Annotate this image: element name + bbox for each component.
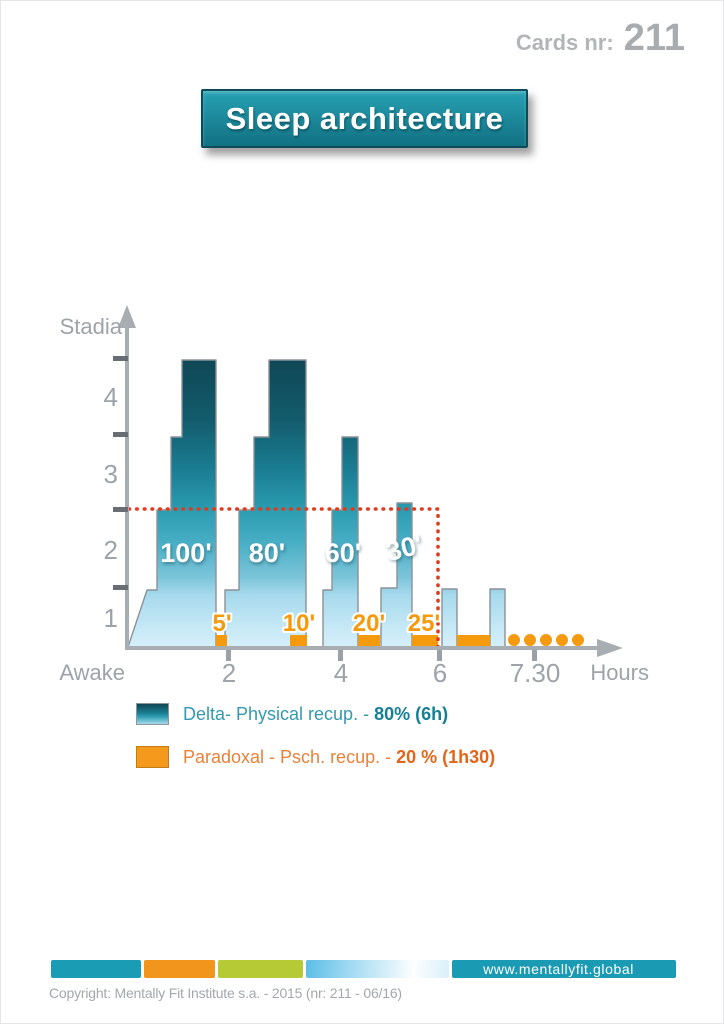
threshold-dotted-line	[127, 507, 440, 652]
delta-cycles	[127, 359, 506, 648]
x-tick-4: 4	[334, 658, 348, 688]
card-number: 211	[623, 17, 685, 59]
y-tick-1: 1	[104, 603, 118, 633]
x-axis-arrow	[597, 639, 623, 657]
paradoxal-3	[358, 635, 380, 647]
paradoxal-5	[457, 635, 490, 647]
page-title: Sleep architecture	[225, 100, 504, 136]
paradoxal-4	[412, 635, 438, 647]
sleep-architecture-chart: Stadia 4 3 2 1 Awake 2 4 6 7.30 Hours 10…	[59, 305, 649, 688]
late-light-sleep-bar-2	[489, 588, 506, 648]
paradoxal-1	[216, 635, 227, 647]
paradoxal-legend-value: 20 % (1h30)	[396, 746, 496, 767]
chart-legend: Delta- Physical recup. - 80% (6h) Parado…	[136, 703, 495, 789]
paradoxal-1-duration: 5'	[212, 610, 231, 637]
legend-item-paradoxal: Paradoxal - Psch. recup. - 20 % (1h30)	[136, 746, 495, 768]
footer-brand-bar: www.mentallyfit.global	[51, 960, 676, 978]
axes	[113, 305, 623, 661]
paradoxal-legend-label: Paradoxal - Psch. recup. -	[183, 746, 397, 767]
paradoxal-swatch	[136, 746, 169, 768]
y-tick-2: 2	[104, 535, 118, 565]
paradoxal-legend-text: Paradoxal - Psch. recup. - 20 % (1h30)	[183, 747, 495, 768]
paradoxal-2-duration: 10'	[283, 610, 315, 637]
footer-segment-website: www.mentallyfit.global	[452, 960, 676, 978]
delta-swatch	[136, 703, 169, 725]
cycle-1-shape	[127, 359, 217, 648]
cycle-1-duration: 100'	[160, 538, 211, 568]
card-number-header: Cards nr: 211	[516, 17, 685, 60]
paradoxal-segments	[216, 635, 490, 647]
footer-segment-teal	[51, 960, 141, 978]
delta-legend-value: 80% (6h)	[374, 703, 449, 724]
delta-legend-text: Delta- Physical recup. - 80% (6h)	[183, 704, 448, 725]
cycle-2-duration: 80'	[249, 538, 285, 568]
y-tick-3: 3	[104, 459, 118, 489]
x-tick-2: 2	[222, 658, 236, 688]
awake-label: Awake	[59, 660, 125, 685]
paradoxal-4-duration: 25'	[408, 610, 440, 637]
legend-item-delta: Delta- Physical recup. - 80% (6h)	[136, 703, 495, 725]
cycle-3-shape	[322, 436, 359, 648]
delta-legend-label: Delta- Physical recup. -	[183, 703, 375, 724]
x-axis-title: Hours	[590, 660, 649, 685]
paradoxal-3-duration: 20'	[353, 610, 385, 637]
cycle-3-duration: 60'	[325, 538, 361, 568]
late-light-sleep-bar-1	[441, 588, 458, 648]
x-tick-730: 7.30	[510, 658, 561, 688]
trailing-dots	[508, 634, 584, 646]
x-tick-6: 6	[433, 658, 447, 688]
footer-segment-green	[218, 960, 303, 978]
copyright-line: Copyright: Mentally Fit Institute s.a. -…	[49, 985, 402, 1001]
y-axis-arrow	[118, 305, 136, 328]
paradoxal-2	[290, 635, 307, 647]
cards-nr-label: Cards nr:	[515, 30, 614, 55]
y-axis-title: Stadia	[60, 314, 123, 339]
cycle-4-duration: 30'	[383, 529, 426, 567]
title-banner: Sleep architecture	[201, 89, 528, 148]
footer-segment-orange	[144, 960, 215, 978]
footer-segment-lightblue	[306, 960, 449, 978]
y-tick-4: 4	[104, 382, 118, 412]
website-url: www.mentallyfit.global	[483, 961, 634, 977]
cycle-2-shape	[224, 359, 307, 648]
